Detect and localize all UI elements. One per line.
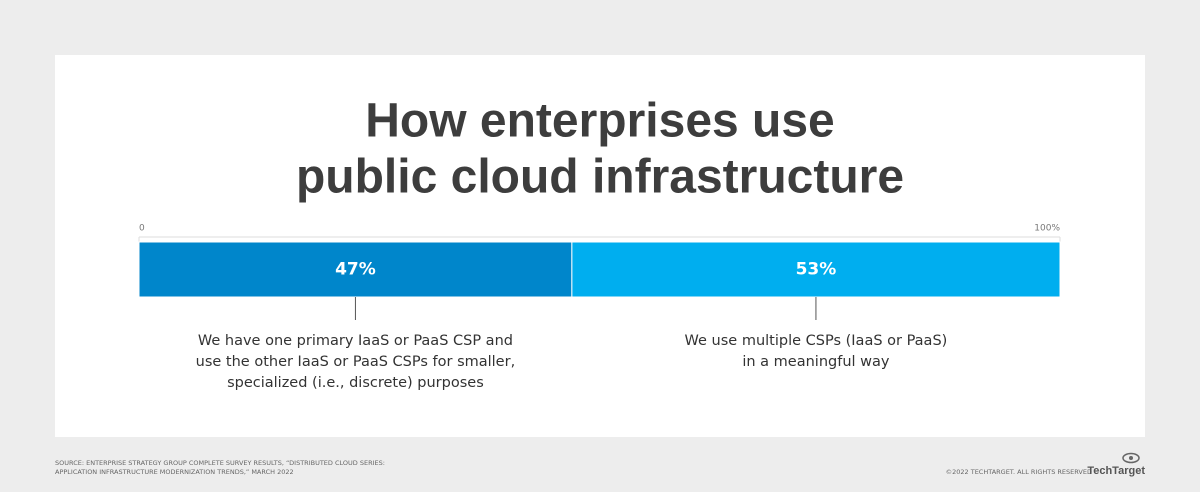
legend-label-box: We use multiple CSPs (IaaS or PaaS) in a… bbox=[684, 333, 948, 370]
copyright: ©2022 TECHTARGET. ALL RIGHTS RESERVED bbox=[946, 468, 1092, 476]
legend-label: We have one primary IaaS or PaaS CSP and… bbox=[195, 333, 516, 391]
logo-icon bbox=[1129, 456, 1133, 460]
logo: TechTarget bbox=[1087, 465, 1145, 477]
bar-segment bbox=[138, 241, 573, 298]
legend-label: We use multiple CSPs (IaaS or PaaS) in a… bbox=[684, 333, 948, 370]
source: SOURCE: ENTERPRISE STRATEGY GROUP COMPLE… bbox=[55, 459, 385, 467]
logo-icon bbox=[1122, 452, 1140, 464]
chart-title: public cloud infrastructure bbox=[296, 151, 904, 204]
source: APPLICATION INFRASTRUCTURE MODERNIZATION… bbox=[55, 468, 294, 476]
bar-segment bbox=[571, 241, 1061, 298]
x-tick-label: 100% bbox=[1034, 224, 1060, 234]
legend-label-box: We have one primary IaaS or PaaS CSP and… bbox=[195, 333, 516, 391]
value-label: 53% bbox=[796, 260, 837, 280]
chart-title: How enterprises use bbox=[365, 95, 835, 148]
x-tick-label: 0 bbox=[139, 224, 145, 234]
value-label: 47% bbox=[335, 260, 376, 280]
